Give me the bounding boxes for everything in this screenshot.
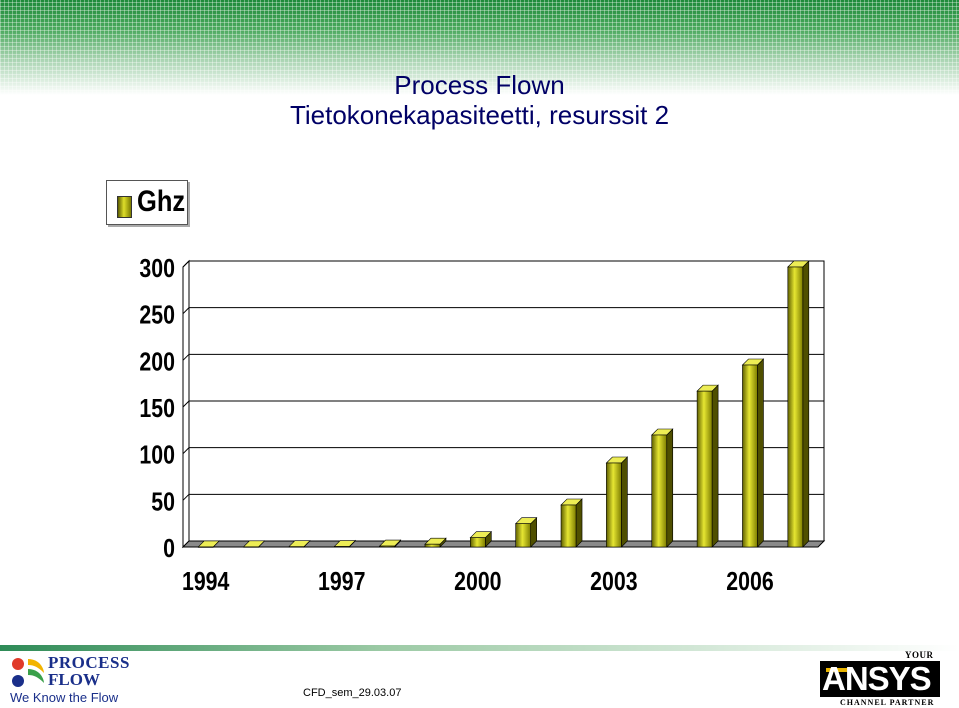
- x-tick-label: 2000: [454, 567, 501, 597]
- x-tick-label: 1997: [318, 567, 365, 597]
- x-tick-label: 1994: [182, 567, 230, 597]
- bar-side: [711, 384, 719, 548]
- footer-divider: [0, 645, 959, 651]
- bar-side: [575, 498, 583, 548]
- bar: [333, 546, 350, 548]
- bar: [288, 546, 305, 548]
- process-flow-logo-icon: [12, 658, 44, 687]
- ansys-accent: [826, 668, 852, 672]
- bar: [379, 545, 395, 548]
- ansys-logo-icon: [820, 661, 940, 697]
- page-title-line2: Tietokonekapasiteetti, resurssit 2: [289, 100, 670, 130]
- partner-top-text: YOUR: [905, 650, 934, 660]
- chart-legend: Ghz: [106, 180, 188, 225]
- gridline: [182, 353, 824, 361]
- bar: [470, 537, 486, 548]
- bar-side: [621, 456, 628, 548]
- bar-chart: 0 50 100 150 200 250 300 1994 1997 2000 2003 2006: [139, 254, 826, 597]
- legend-label: Ghz: [137, 185, 186, 218]
- gridline: [182, 307, 824, 315]
- gridline: [182, 400, 824, 408]
- gridline: [182, 260, 824, 268]
- bar: [243, 546, 259, 548]
- partner-bottom-text: CHANNEL PARTNER: [840, 698, 935, 707]
- x-tick-label: 2003: [590, 567, 637, 597]
- y-tick-label: 0: [163, 534, 175, 564]
- bar-side: [757, 358, 764, 548]
- header-band: [0, 0, 959, 95]
- x-tick-label: 2006: [726, 567, 773, 597]
- bar: [787, 266, 804, 548]
- bar: [696, 390, 713, 548]
- gridline: [182, 447, 824, 455]
- partner-brand: ANSYS: [822, 660, 932, 697]
- bar: [651, 434, 668, 548]
- bar: [742, 364, 758, 548]
- logo-tagline: We Know the Flow: [10, 690, 119, 705]
- chart-floor: [181, 540, 826, 548]
- bar: [606, 462, 622, 548]
- page-title-line1: Process Flown: [394, 70, 565, 100]
- bar: [515, 523, 531, 548]
- y-tick-label: 200: [139, 347, 175, 377]
- bar: [424, 543, 441, 548]
- logo-text-flow: FLOW: [48, 670, 100, 689]
- bar: [560, 504, 577, 548]
- bar-side: [666, 428, 674, 548]
- y-tick-label: 300: [139, 254, 175, 284]
- bar: [197, 546, 214, 548]
- bar-side: [802, 260, 810, 548]
- y-tick-label: 100: [139, 441, 175, 471]
- y-tick-label: 50: [151, 487, 175, 517]
- footer-note: CFD_sem_29.03.07: [303, 687, 402, 699]
- y-tick-label: 150: [139, 394, 175, 424]
- logo-text-process: PROCESS: [48, 653, 130, 672]
- y-tick-label: 250: [139, 301, 175, 331]
- legend-swatch: [117, 196, 132, 218]
